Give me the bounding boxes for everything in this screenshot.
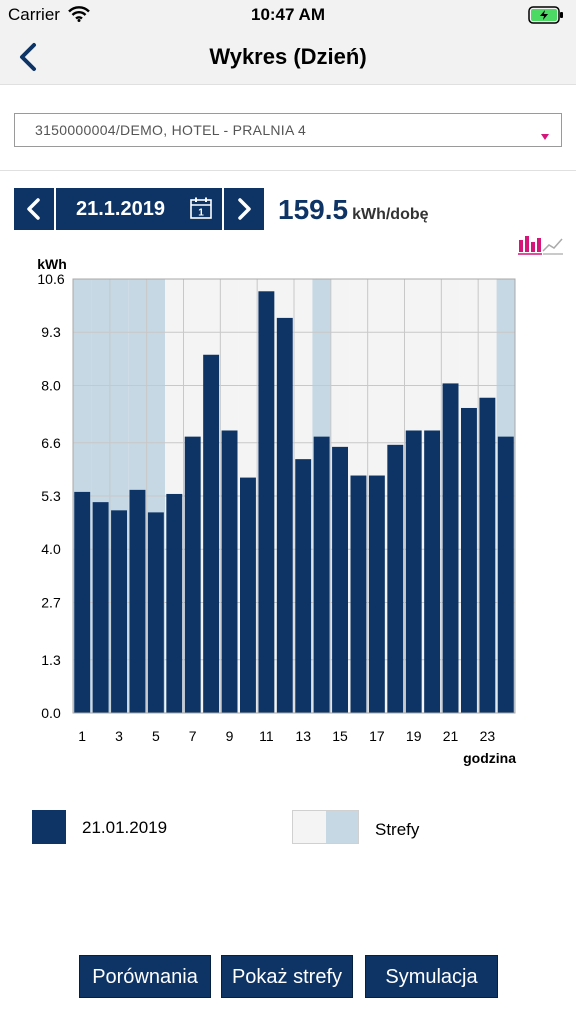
calendar-icon: 1: [190, 197, 212, 224]
compare-button[interactable]: Porównania: [79, 955, 211, 998]
next-day-button[interactable]: [224, 188, 264, 230]
previous-day-button[interactable]: [14, 188, 54, 230]
bar-chart-icon: [518, 236, 542, 255]
bar: [276, 317, 293, 713]
zone-light-swatch: [292, 810, 327, 844]
series-legend-label: 21.01.2019: [82, 818, 168, 837]
battery-icon: [528, 6, 564, 29]
bar: [479, 397, 496, 713]
y-tick-label: 5.3: [41, 488, 61, 504]
y-tick-label: 0.0: [41, 705, 61, 721]
bar: [92, 502, 109, 713]
chart-legend: 21.01.2019 Strefy: [0, 810, 576, 850]
y-tick-label: 9.3: [41, 324, 61, 340]
x-tick-label: 23: [480, 728, 496, 744]
bar: [368, 475, 385, 713]
x-tick-label: 5: [152, 728, 160, 744]
status-bar: Carrier 10:47 AM: [0, 0, 576, 30]
daily-total: 159.5 kWh/dobę: [278, 194, 429, 226]
daily-total-unit: kWh/dobę: [352, 206, 429, 223]
bar: [387, 444, 404, 713]
bar: [221, 430, 238, 713]
divider: [0, 84, 576, 85]
x-tick-label: 11: [259, 728, 274, 744]
plot-frame: [72, 278, 516, 714]
bar: [166, 493, 183, 713]
zones-legend-label: Strefy: [375, 820, 420, 839]
x-axis-label: godzina: [463, 750, 516, 766]
chevron-left-icon: [27, 198, 40, 220]
x-tick-label: 7: [189, 728, 197, 744]
bar: [350, 475, 367, 713]
bar: [147, 512, 164, 713]
back-button[interactable]: [14, 40, 44, 74]
x-tick-label: 17: [369, 728, 385, 744]
bar: [332, 446, 348, 713]
show-zones-button[interactable]: Pokaż strefy: [221, 955, 353, 998]
meter-select-value: 3150000004/DEMO, HOTEL - PRALNIA 4: [35, 122, 307, 138]
x-tick-label: 21: [443, 728, 459, 744]
carrier-label: Carrier: [8, 5, 60, 24]
bar: [203, 354, 220, 713]
x-tick-label: 1: [78, 728, 86, 744]
y-tick-label: 1.3: [41, 652, 61, 668]
energy-bar-chart: 0.0 1.3 2.7 4.0 5.3 6.6 8.0 9.3 10.6 kWh 1 3 5 7 9 11 13…: [0, 250, 576, 770]
zone-dark-swatch: [326, 810, 359, 844]
y-tick-label: 10.6: [37, 271, 64, 287]
caret-down-icon: [541, 127, 549, 145]
wifi-icon: [68, 6, 90, 27]
page-title: Wykres (Dzień): [209, 44, 367, 69]
date-picker-button[interactable]: 21.1.2019 1: [56, 188, 222, 230]
bar: [461, 407, 477, 713]
y-tick-label: 2.7: [41, 594, 61, 610]
bar: [74, 491, 91, 713]
bar: [258, 291, 275, 713]
y-tick-label: 4.0: [41, 541, 61, 557]
x-tick-label: 9: [226, 728, 234, 744]
chevron-right-icon: [238, 198, 251, 220]
navigation-bar: Wykres (Dzień): [0, 30, 576, 84]
line-chart-icon: [542, 238, 563, 255]
bar: [442, 383, 459, 713]
chevron-left-icon: [20, 43, 36, 71]
bar: [111, 510, 127, 713]
chart-type-toggle[interactable]: [518, 234, 564, 261]
bar: [497, 436, 514, 713]
selected-date: 21.1.2019: [76, 198, 165, 220]
bar: [240, 477, 256, 713]
clock: 10:47 AM: [250, 5, 325, 24]
x-tick-label: 15: [332, 728, 348, 744]
y-tick-label: 6.6: [41, 435, 61, 451]
simulation-button[interactable]: Symulacja: [365, 955, 498, 998]
bar: [424, 430, 441, 713]
bar: [184, 436, 201, 713]
bar: [313, 436, 330, 713]
divider: [0, 170, 576, 171]
y-tick-label: 8.0: [41, 377, 61, 393]
bar: [129, 489, 146, 713]
bar: [295, 459, 312, 713]
bar: [405, 430, 422, 713]
x-tick-label: 19: [406, 728, 422, 744]
y-axis-label: kWh: [37, 256, 67, 272]
x-tick-label: 3: [115, 728, 123, 744]
meter-select[interactable]: 3150000004/DEMO, HOTEL - PRALNIA 4: [14, 113, 562, 147]
calendar-day: 1: [198, 208, 204, 219]
daily-total-value: 159.5: [278, 194, 349, 225]
x-tick-label: 13: [295, 728, 311, 744]
series-swatch: [32, 810, 66, 844]
